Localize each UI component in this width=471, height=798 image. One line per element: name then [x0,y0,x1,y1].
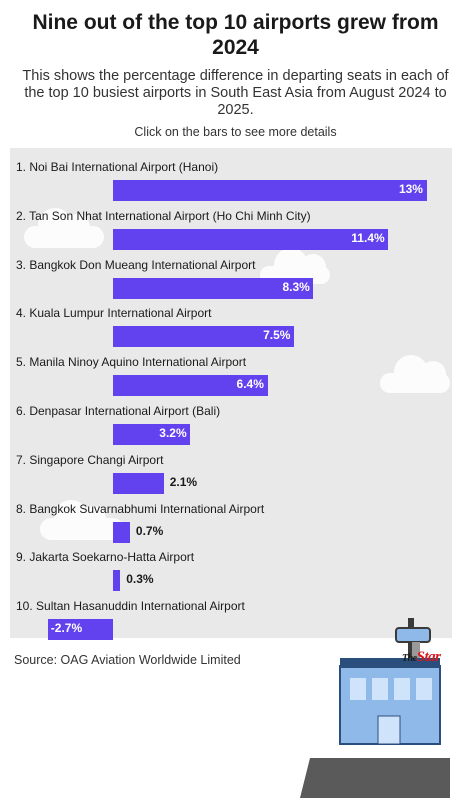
bar[interactable] [113,521,130,543]
bar-category-label: 4. Kuala Lumpur International Airport [16,306,212,321]
bar-value-label: 8.3% [282,279,310,294]
cloud-decoration [40,500,124,540]
bar[interactable] [113,424,191,445]
bar-value-label: 0.3% [126,572,154,587]
bar-value-label: 11.4% [351,230,385,245]
bar-category-label: 3. Bangkok Don Mueang International Airp… [16,257,256,272]
bar-row: 3. Bangkok Don Mueang International Airp… [10,254,452,303]
source-note: Source: OAG Aviation Worldwide Limited [14,653,241,667]
chart-area: 1. Noi Bai International Airport (Hanoi)… [10,148,452,798]
bar-row: 6. Denpasar International Airport (Bali)… [10,400,452,449]
bar-category-label: 5. Manila Ninoy Aquino International Air… [16,355,247,370]
bar[interactable] [113,326,295,348]
cloud-decoration [380,355,450,393]
bar-row: 10. Sultan Hasanuddin International Airp… [10,595,452,644]
bar-value-label: 7.5% [263,328,291,343]
bar[interactable] [113,570,121,592]
chart-title: Nine out of the top 10 airports grew fro… [32,11,439,59]
bar[interactable] [113,277,314,299]
publisher-logo: TheStar [402,649,441,665]
bar[interactable] [113,375,268,397]
bar-row: 2. Tan Son Nhat International Airport (H… [10,205,452,254]
bar-row: 8. Bangkok Suvarnabhumi International Ai… [10,498,452,547]
chart-subtitle: This shows the percentage difference in … [22,68,449,118]
bar[interactable] [47,619,113,641]
bar-category-label: 6. Denpasar International Airport (Bali) [16,404,221,418]
bar-category-label: 7. Singapore Changi Airport [16,452,164,467]
bar[interactable] [113,472,164,494]
bar-row: 5. Manila Ninoy Aquino International Air… [10,351,452,400]
bar-category-label: 1. Noi Bai International Airport (Hanoi) [16,160,219,174]
bar-category-label: 2. Tan Son Nhat International Airport (H… [16,208,311,223]
bar-value-label: 0.7% [135,523,164,538]
bar-row: 9. Jakarta Soekarno-Hatta Airport 0.3% [10,546,452,595]
cloud-decoration [24,208,104,248]
bar[interactable] [113,180,427,201]
bar-category-label: 8. Bangkok Suvarnabhumi International Ai… [16,501,265,516]
bar-value-label: -2.7% [50,621,83,636]
bar-value-label: 3.2% [159,426,187,440]
bar-category-label: 9. Jakarta Soekarno-Hatta Airport [16,550,195,565]
bar-row: 7. Singapore Changi Airport 2.1% [10,449,452,498]
click-hint: Click on the bars to see more details [134,125,337,139]
bar[interactable] [113,228,389,250]
bar-row: 4. Kuala Lumpur International Airport 7.5… [10,302,452,351]
bar-value-label: 6.4% [236,377,264,392]
bar-value-label: 2.1% [169,474,198,489]
bar-row: 1. Noi Bai International Airport (Hanoi)… [10,156,452,205]
bar-category-label: 10. Sultan Hasanuddin International Airp… [16,599,245,614]
bar-value-label: 13% [398,182,423,196]
